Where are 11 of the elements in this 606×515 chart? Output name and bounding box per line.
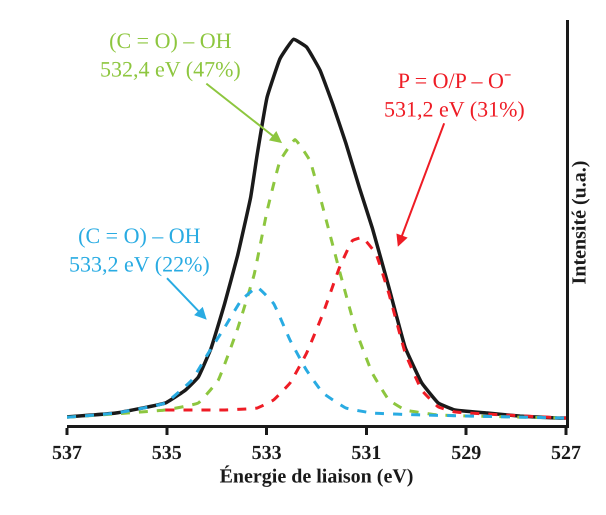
y-axis-title: Intensité (u.a.) bbox=[568, 160, 590, 284]
x-tick-label: 531 bbox=[351, 442, 382, 464]
x-tick-label: 529 bbox=[451, 442, 482, 464]
annotation: (C = O) – OH 533,2 eV (22%) bbox=[69, 223, 210, 277]
x-tick-label: 533 bbox=[252, 442, 282, 464]
x-tick-label: 535 bbox=[152, 442, 182, 464]
x-tick-label: 537 bbox=[52, 442, 82, 464]
x-axis-title: Énergie de liaison (eV) bbox=[220, 464, 414, 488]
annotation: P = O/P – O⁻ 531,2 eV (31%) bbox=[384, 68, 525, 122]
annotation: (C = O) – OH 532,4 eV (47%) bbox=[100, 28, 241, 82]
x-tick-label: 527 bbox=[551, 442, 581, 464]
